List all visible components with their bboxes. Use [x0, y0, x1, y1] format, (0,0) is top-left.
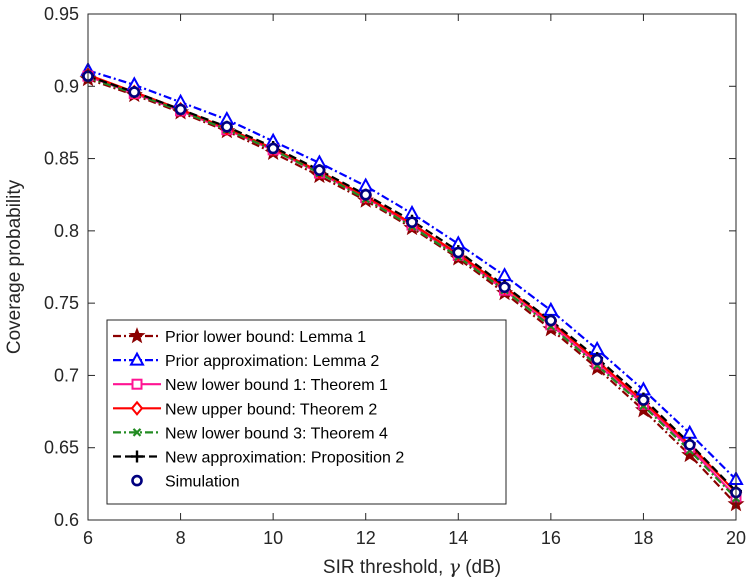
- data-point-simulation: [545, 314, 557, 327]
- legend-label-new-lower-bound-1-theorem-1: New lower bound 1: Theorem 1: [165, 377, 388, 394]
- legend-marker-new-lower-bound-3-theorem-4: [132, 428, 142, 437]
- legend-label-new-upper-bound-theorem-2: New upper bound: Theorem 2: [165, 401, 377, 418]
- axis-ticks: 6 8 10 12 14 16 18 20 0.6 0.65 0.7 0.75 0.8 0.85 0.9 0.…: [44, 4, 746, 548]
- x-tick-label: 8: [176, 528, 186, 548]
- data-point-simulation: [313, 164, 326, 176]
- y-tick-label: 0.8: [54, 221, 79, 241]
- legend-marker-prior-lower-bound-lemma-1: [128, 327, 146, 344]
- x-tick-label: 16: [541, 528, 561, 548]
- axes-box: [87, 13, 737, 521]
- legend-marker-prior-approximation-lemma-2: [129, 351, 145, 366]
- legend-label-prior-lower-bound-lemma-1: Prior lower bound: Lemma 1: [165, 329, 366, 346]
- legend-label-simulation: Simulation: [165, 474, 240, 491]
- legend-label-new-lower-bound-3-theorem-4: New lower bound 3: Theorem 4: [165, 425, 388, 442]
- y-tick-label: 0.65: [44, 438, 79, 458]
- data-point-simulation: [359, 188, 372, 201]
- y-tick-label: 0.6: [54, 510, 79, 530]
- x-tick-label: 14: [448, 528, 468, 548]
- data-point-simulation: [128, 86, 141, 98]
- data-point-simulation: [591, 353, 603, 366]
- y-axis-label: Coverage probability: [4, 179, 25, 354]
- x-tick-label: 20: [726, 528, 746, 548]
- data-point-simulation: [498, 281, 511, 294]
- y-tick-label: 0.85: [44, 149, 79, 169]
- x-tick-label: 10: [263, 528, 283, 548]
- legend-marker-new-upper-bound-theorem-2: [130, 400, 144, 416]
- data-point-simulation: [221, 120, 233, 133]
- x-tick-label: 6: [83, 528, 93, 548]
- data-point-simulation: [406, 216, 418, 228]
- data-point-simulation: [452, 246, 465, 259]
- legend-marker-new-approximation-proposition-2: [131, 450, 143, 463]
- y-tick-label: 0.9: [54, 76, 79, 96]
- legend-label-new-approximation-proposition-2: New approximation: Proposition 2: [165, 450, 404, 467]
- data-point-simulation: [267, 142, 279, 155]
- series-markers: [79, 61, 745, 512]
- y-tick-label: 0.7: [54, 365, 79, 385]
- data-point-simulation: [637, 394, 650, 406]
- legend-box: [106, 319, 507, 505]
- legend-marker-new-lower-bound-1-theorem-1: [131, 378, 143, 390]
- legend-marker-simulation: [131, 474, 143, 487]
- x-tick-label: 12: [356, 528, 376, 548]
- data-point-simulation: [683, 439, 696, 451]
- legend-label-prior-approximation-lemma-2: Prior approximation: Lemma 2: [165, 353, 379, 370]
- x-axis-label: SIR threshold, γ (dB): [323, 556, 501, 578]
- data-point-simulation: [174, 103, 187, 116]
- x-tick-label: 18: [633, 528, 653, 548]
- y-tick-label: 0.95: [44, 4, 79, 24]
- legend: Prior lower bound: Lemma 1 Prior approxim…: [106, 319, 507, 505]
- y-tick-label: 0.75: [44, 293, 79, 313]
